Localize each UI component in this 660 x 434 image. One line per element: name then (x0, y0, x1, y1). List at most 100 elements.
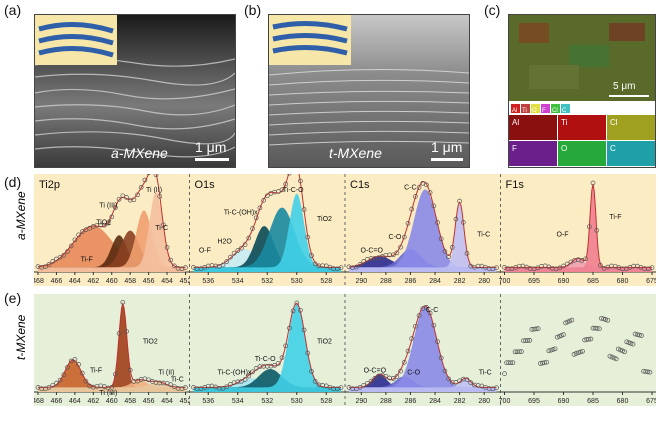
xps-annotation-e-c1s-3: Ti-C (479, 370, 492, 377)
xps-data-point-e-c1s-7 (372, 376, 378, 381)
eds-legend-label-al: Al (512, 108, 517, 114)
xps-data-point-d-ti2p-27 (135, 192, 140, 198)
xps-data-point-d-ti2p-21 (113, 205, 118, 210)
xps-data-point-e-o1s-33 (312, 379, 318, 384)
xps-data-point-d-c1s-2 (354, 264, 359, 270)
xps-annotation-e-o1s-1: Ti-C-(OH)x (217, 370, 251, 377)
xps-data-point-e-ti2p-24 (124, 329, 129, 334)
xps-peak-d-c1s-2 (349, 189, 497, 272)
xps-data-point-d-o1s-15 (246, 235, 252, 241)
xps-envelope-d-ti2p (37, 174, 186, 268)
xps-tick-label-e-ti2p-1: 466 (51, 398, 63, 405)
xps-data-point-d-c1s-32 (464, 251, 470, 256)
xps-data-point-e-ti2p-37 (172, 384, 177, 390)
xps-data-point-d-ti2p-36 (168, 257, 174, 263)
xps-annotation-e-ti2p-4: Ti (III) (99, 390, 117, 397)
xps-tick-label-d-f1s-5: 675 (646, 278, 656, 285)
xps-data-point-e-f1s-10 (544, 359, 549, 365)
xps-tick-label-e-ti2p-4: 460 (106, 398, 118, 405)
xps-annotation-d-c1s-0: C-C (404, 185, 416, 192)
eds-map-label-cl: Cl (610, 118, 618, 127)
xps-data-point-e-o1s-30 (301, 327, 307, 333)
scale-bar-a (195, 158, 229, 161)
eds-map-al (509, 115, 557, 140)
caption-b: t-MXene (329, 145, 382, 161)
xps-data-point-e-ti2p-21 (113, 371, 118, 377)
xps-tick-label-e-f1s-4: 680 (617, 398, 629, 405)
xps-data-point-d-o1s-11 (231, 250, 237, 256)
xps-data-point-e-f1s-1 (580, 348, 585, 354)
xps-tick-label-d-o1s-1: 534 (232, 278, 244, 285)
xps-data-point-e-f1s-55 (512, 349, 518, 355)
xps-tick-label-e-f1s-3: 685 (587, 398, 599, 405)
eds-panel: Al Ti Cl F O C Al Ti O F Cl C 5 μm (508, 14, 656, 168)
xps-tick-label-e-ti2p-8: 452 (180, 398, 192, 405)
xps-tick-label-d-c1s-0: 290 (355, 278, 367, 285)
xps-data-point-e-c1s-25 (438, 355, 444, 361)
xps-data-point-e-f1s-60 (607, 353, 613, 359)
xps-data-point-d-ti2p-33 (157, 194, 163, 199)
eds-legend-chip-f (541, 104, 550, 113)
scale-text-a: 1 μm (195, 139, 227, 155)
xps-data-point-d-c1s-25 (438, 236, 444, 242)
xps-data-point-e-f1s-24 (603, 317, 608, 322)
xps-envelope-d-c1s (348, 181, 497, 268)
xps-data-point-d-ti2p-3 (46, 261, 52, 267)
xps-data-point-d-ti2p-29 (142, 177, 148, 183)
xps-data-point-e-o1s-9 (224, 384, 230, 390)
xps-tick-label-d-o1s-2: 532 (261, 278, 273, 285)
xps-data-point-d-ti2p-5 (54, 256, 59, 262)
eds-map-f (509, 141, 557, 166)
eds-legend-chip-o (531, 104, 540, 113)
xps-data-point-e-f1s-7 (605, 317, 611, 323)
xps-tick-label-e-f1s-2: 690 (558, 398, 570, 405)
xps-data-point-e-f1s-69 (571, 352, 577, 357)
xps-tick-label-d-o1s-4: 528 (320, 278, 332, 285)
xps-data-point-d-f1s-24 (590, 180, 596, 186)
xps-tick-label-e-o1s-2: 532 (261, 398, 273, 405)
xps-annotation-e-ti2p-3: Ti-C (171, 376, 184, 383)
xps-data-point-d-c1s-21 (424, 182, 429, 188)
xps-annotation-e-c1s-1: O-C=O (364, 367, 387, 374)
xps-data-point-d-c1s-3 (357, 262, 363, 267)
xps-data-point-d-c1s-23 (431, 203, 437, 209)
xps-data-point-e-c1s-33 (468, 380, 474, 386)
xps-data-point-e-f1s-46 (548, 347, 554, 353)
xps-data-point-e-f1s-28 (620, 348, 625, 354)
xps-data-point-e-f1s-0 (502, 371, 507, 376)
xps-data-point-e-c1s-22 (427, 310, 433, 316)
xps-data-point-e-f1s-61 (537, 361, 543, 366)
xps-data-point-e-f1s-52 (573, 351, 579, 356)
eds-map-label-al: Al (512, 118, 519, 127)
eds-legend-label-f: F (542, 108, 546, 114)
xps-tick-label-d-ti2p-7: 454 (161, 278, 173, 285)
xps-data-point-e-c1s-32 (464, 377, 470, 383)
xps-data-point-e-o1s-29 (298, 307, 303, 313)
xps-data-point-e-f1s-26 (611, 355, 617, 361)
xps-envelope-e-c1s (349, 305, 497, 388)
eds-map-label-ti: Ti (561, 118, 568, 127)
xps-data-point-e-ti2p-36 (168, 382, 174, 387)
xps-data-point-d-o1s-10 (228, 254, 233, 260)
xps-tick-label-d-o1s-3: 530 (291, 278, 303, 285)
xps-data-point-d-f1s-23 (586, 224, 592, 230)
xps-envelope-e-o1s (193, 302, 341, 388)
xps-annotation-e-c1s-2: C-O (407, 370, 420, 377)
xps-data-point-e-f1s-59 (529, 327, 535, 332)
xps-data-point-e-o1s-24 (279, 355, 285, 360)
xps-data-point-e-ti2p-25 (127, 367, 133, 373)
xps-data-point-d-c1s-28 (449, 245, 455, 250)
xps-data-point-d-o1s-25 (283, 181, 289, 187)
xps-data-point-d-ti2p-19 (105, 220, 111, 226)
xps-data-point-d-f1s-15 (557, 265, 563, 271)
xps-data-point-e-o1s-27 (290, 308, 296, 314)
xps-data-point-d-c1s-22 (427, 190, 433, 195)
xps-data-point-e-f1s-48 (556, 334, 562, 339)
xps-data-point-e-c1s-5 (365, 380, 370, 386)
xps-data-point-e-f1s-12 (552, 346, 558, 352)
row-label-e-wrapper: t-MXene (6, 315, 36, 360)
xps-data-point-e-c1s-13 (394, 374, 400, 379)
xps-tick-label-e-ti2p-6: 456 (143, 398, 155, 405)
xps-tick-label-e-f1s-0: 700 (499, 398, 511, 405)
xps-tick-label-d-ti2p-1: 466 (51, 278, 63, 285)
